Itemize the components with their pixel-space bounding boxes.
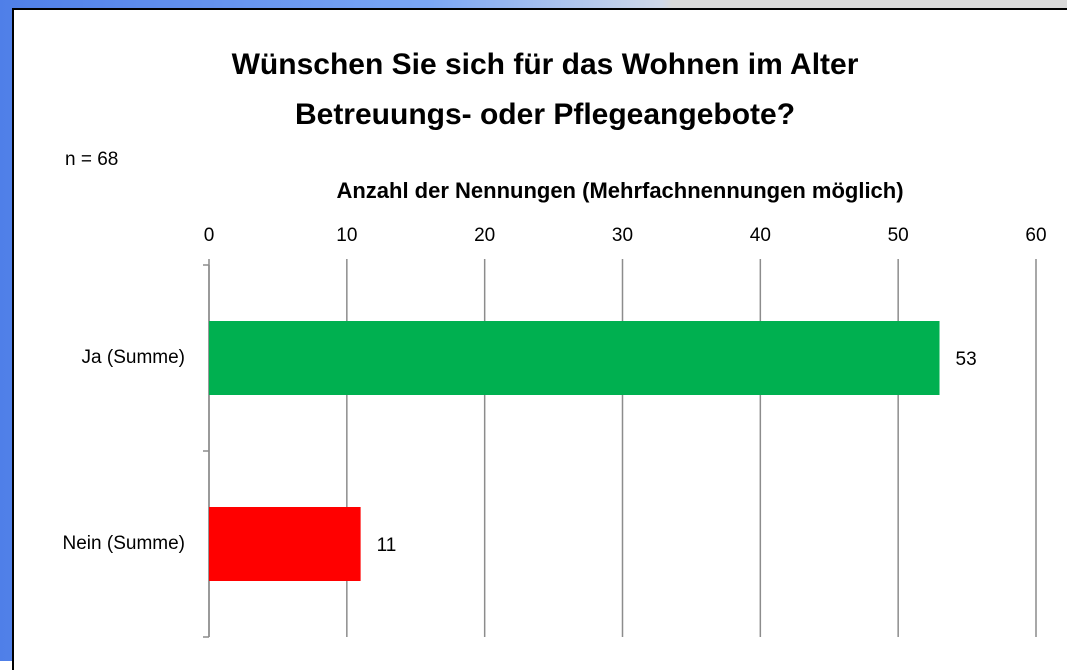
chart-title: Wünschen Sie sich für das Wohnen im Alte…: [231, 48, 859, 131]
x-tick-label: 20: [474, 225, 495, 246]
x-tick-label: 10: [336, 225, 357, 246]
x-tick-label: 50: [888, 225, 909, 246]
x-axis-label: Anzahl der Nennungen (Mehrfachnennungen …: [336, 178, 903, 203]
data-label: 11: [377, 535, 397, 556]
x-tick-label: 60: [1025, 225, 1046, 246]
bar: [209, 507, 361, 581]
y-tick-label: Ja (Summe): [82, 347, 185, 368]
x-tick-label: 0: [204, 225, 215, 246]
bar: [209, 321, 940, 395]
data-label: 53: [956, 349, 977, 370]
x-tick-label: 30: [612, 225, 633, 246]
y-tick-label: Nein (Summe): [63, 533, 185, 554]
x-tick-label: 40: [750, 225, 771, 246]
annotation: n = 68: [65, 149, 118, 170]
